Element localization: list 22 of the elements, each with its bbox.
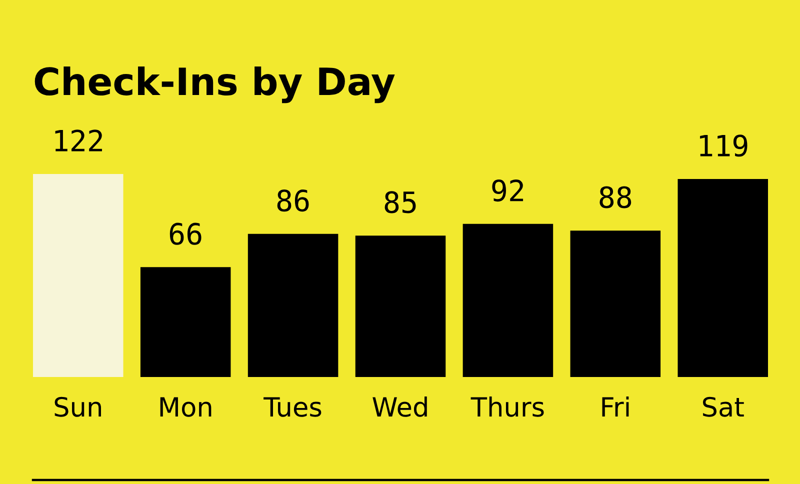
x-tick-label: Thurs [470,396,544,417]
data-label: 86 [277,190,309,212]
bar [140,267,231,377]
data-label: 119 [700,134,748,157]
chart-title: Check-Ins by Day [34,66,395,104]
x-tick-label: Fri [602,396,629,416]
data-label: 92 [492,180,524,202]
x-tick-label: Mon [160,397,212,417]
bar [462,224,554,377]
x-tick-label: Tues [264,397,322,417]
bar [33,174,124,377]
bar [570,230,661,377]
bar [355,236,446,377]
data-label: 88 [600,186,632,208]
x-tick-label: Sat [702,396,744,417]
data-label: 85 [384,191,416,214]
bar [248,234,338,377]
x-tick-label: Wed [372,396,427,417]
x-tick-label: Sun [54,396,101,417]
bar [678,178,768,377]
data-label: 122 [55,130,102,152]
data-label: 66 [170,222,202,245]
